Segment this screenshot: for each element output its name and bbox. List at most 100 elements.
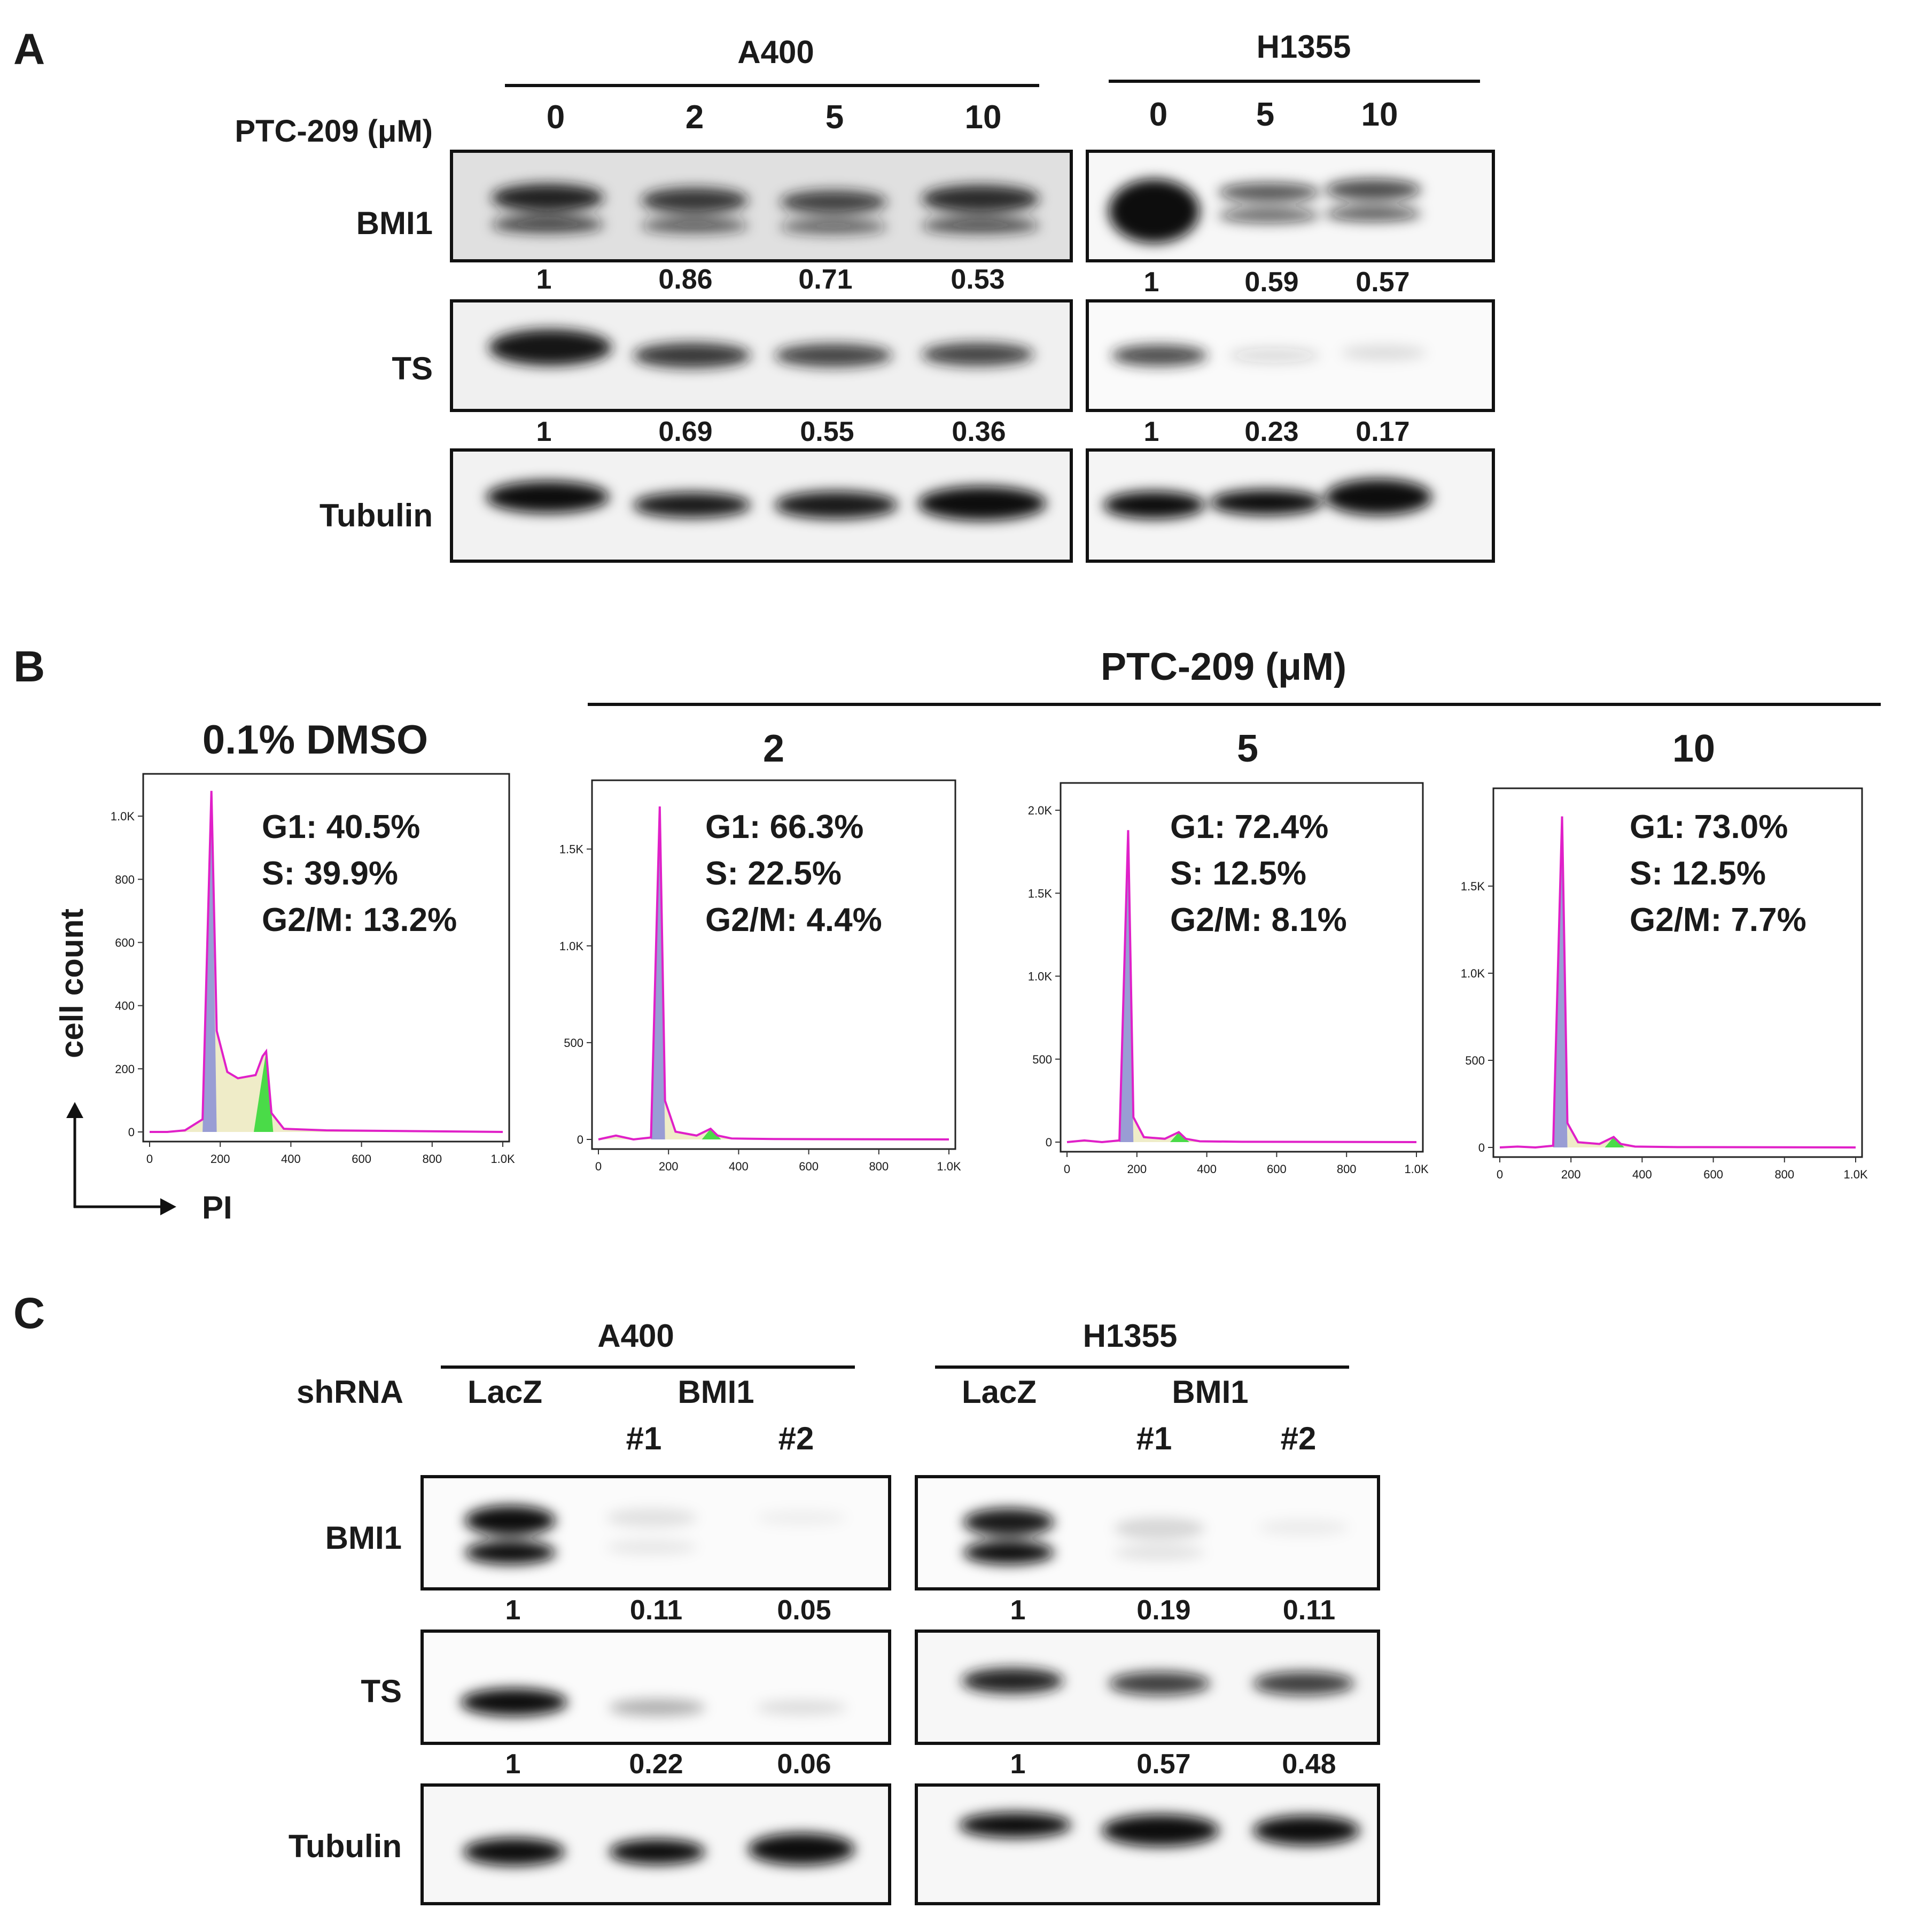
dose-label: 0: [1149, 96, 1167, 133]
y-tick-label: 0: [1046, 1136, 1052, 1149]
histogram-frame-dmso: [142, 773, 510, 1143]
c-bands-a400-bmi1: [465, 1506, 847, 1564]
histogram-curve: [150, 790, 503, 1133]
c-h1355-header: H1355: [1083, 1318, 1178, 1354]
g2m-peak-fill: [1170, 1132, 1189, 1142]
quant-value: 1: [536, 264, 552, 295]
y-arrow-head: [66, 1102, 83, 1118]
c-blot-label-ts: TS: [361, 1673, 402, 1709]
panel-a-letter: A: [13, 25, 45, 74]
h1355-header: H1355: [1257, 29, 1351, 65]
quant-value: 0.36: [952, 416, 1006, 447]
y-tick-label: 600: [115, 936, 135, 949]
c-bands-h1355-bmi1: [963, 1508, 1349, 1564]
blot-label-tubulin: Tubulin: [320, 498, 433, 533]
y-tick-label: 1.0K: [1461, 967, 1485, 980]
lacz-label: LacZ: [468, 1374, 542, 1410]
g1-percent: G1: 73.0%: [1630, 809, 1788, 845]
c-a400-header: A400: [597, 1318, 674, 1354]
g1-percent: G1: 40.5%: [262, 809, 420, 845]
panel-c-letter: C: [13, 1289, 45, 1338]
quant-value: 1: [536, 416, 552, 447]
y-tick-label: 2.0K: [1028, 804, 1053, 817]
y-tick-label: 0: [128, 1126, 135, 1139]
panel-b-letter: B: [13, 642, 45, 691]
x-axis-label: PI: [202, 1190, 232, 1225]
quant-value: 0.57: [1356, 267, 1409, 298]
quant-value: 1: [1144, 267, 1159, 298]
x-tick-label: 200: [211, 1152, 230, 1166]
x-arrow-head: [160, 1198, 176, 1215]
g1-peak-fill: [1553, 816, 1568, 1147]
y-tick-label: 500: [1032, 1053, 1052, 1066]
y-tick-label: 1.5K: [1461, 880, 1485, 893]
g2m-peak-fill: [702, 1129, 721, 1139]
y-tick-label: 0: [1478, 1141, 1485, 1154]
x-tick-label: 0: [595, 1160, 602, 1173]
bands-a400-bmi1: [492, 184, 1039, 234]
x-tick-label: 200: [1561, 1168, 1581, 1181]
y-tick-label: 500: [564, 1036, 583, 1050]
dose-label: 10: [965, 99, 1002, 136]
g2m-percent: G2/M: 7.7%: [1630, 902, 1806, 938]
y-tick-label: 800: [115, 873, 135, 886]
histogram-curve: [1066, 830, 1417, 1144]
y-tick-label: 1.5K: [559, 843, 584, 856]
y-tick-label: 1.0K: [559, 940, 584, 953]
x-tick-label: 1.0K: [1843, 1168, 1868, 1181]
histogram-title: 0.1% DMSO: [203, 717, 428, 763]
bands-h1355-ts: [1111, 345, 1427, 366]
quant-value: 1: [505, 1595, 521, 1626]
x-tick-label: 800: [1774, 1168, 1794, 1181]
y-axis-label: cell count: [54, 909, 90, 1058]
x-tick-label: 800: [1337, 1162, 1357, 1176]
panel-b-treatment-label: PTC-209 (μM): [1101, 646, 1346, 688]
dose-label: 5: [825, 99, 844, 136]
g1-peak-fill: [651, 806, 665, 1139]
histogram-curve: [598, 806, 949, 1141]
lacz-label: LacZ: [962, 1374, 1037, 1410]
quant-value: 1: [505, 1749, 521, 1780]
y-tick-label: 1.5K: [1028, 887, 1053, 900]
x-tick-label: 400: [729, 1160, 749, 1173]
quant-value: 0.55: [800, 416, 854, 447]
bmi1-sh-label: BMI1: [1172, 1374, 1248, 1410]
shrna-label: shRNA: [297, 1374, 403, 1410]
x-tick-label: 600: [1703, 1168, 1723, 1181]
bmi1-sh-label: BMI1: [677, 1374, 754, 1410]
quant-value: 0.57: [1136, 1749, 1190, 1780]
g2m-percent: G2/M: 13.2%: [262, 902, 457, 938]
histogram-frame-5: [1060, 782, 1424, 1153]
c-bands-h1355-ts: [962, 1668, 1354, 1695]
histogram-1: 0 200 400 600 800 1.0K 0 500 1.0K 1.5K: [559, 806, 961, 1173]
quant-value: 0.11: [1283, 1595, 1335, 1626]
dose-label: 2: [686, 99, 704, 136]
x-tick-label: 0: [1497, 1168, 1503, 1181]
x-tick-label: 400: [1632, 1168, 1652, 1181]
panel-c: C A400 H1355 shRNA LacZ BMI1 #1 #2 LacZ …: [13, 1289, 1380, 1905]
histogram-0: 0 200 400 600 800 1.0K 0 200 400 600 800 1.0K: [111, 790, 515, 1166]
quant-value: 0.05: [777, 1595, 831, 1626]
blot-label-bmi1: BMI1: [356, 205, 433, 241]
x-tick-label: 600: [352, 1152, 371, 1166]
x-tick-label: 0: [146, 1152, 153, 1166]
dose-label: 5: [1256, 96, 1274, 133]
quant-value: 0.59: [1244, 267, 1298, 298]
x-tick-label: 400: [1197, 1162, 1217, 1176]
y-tick-label: 1.0K: [111, 810, 135, 823]
quant-value: 1: [1144, 416, 1159, 447]
g1-percent: G1: 72.4%: [1170, 809, 1328, 845]
s-percent: S: 22.5%: [705, 855, 842, 892]
c-bands-h1355-tubulin: [959, 1812, 1360, 1846]
histogram-curve: [1499, 816, 1856, 1149]
x-tick-label: 600: [799, 1160, 819, 1173]
s-percent: S: 12.5%: [1170, 855, 1306, 892]
x-tick-label: 800: [869, 1160, 889, 1173]
quant-value: 0.11: [630, 1595, 682, 1626]
y-tick-label: 400: [115, 999, 135, 1013]
histogram-3: 0 200 400 600 800 1.0K 0 500 1.0K 1.5K: [1461, 816, 1868, 1181]
c-bands-a400-tubulin: [463, 1833, 855, 1866]
x-tick-label: 400: [281, 1152, 301, 1166]
g2m-percent: G2/M: 4.4%: [705, 902, 882, 938]
bands-a400-tubulin: [486, 481, 1046, 521]
